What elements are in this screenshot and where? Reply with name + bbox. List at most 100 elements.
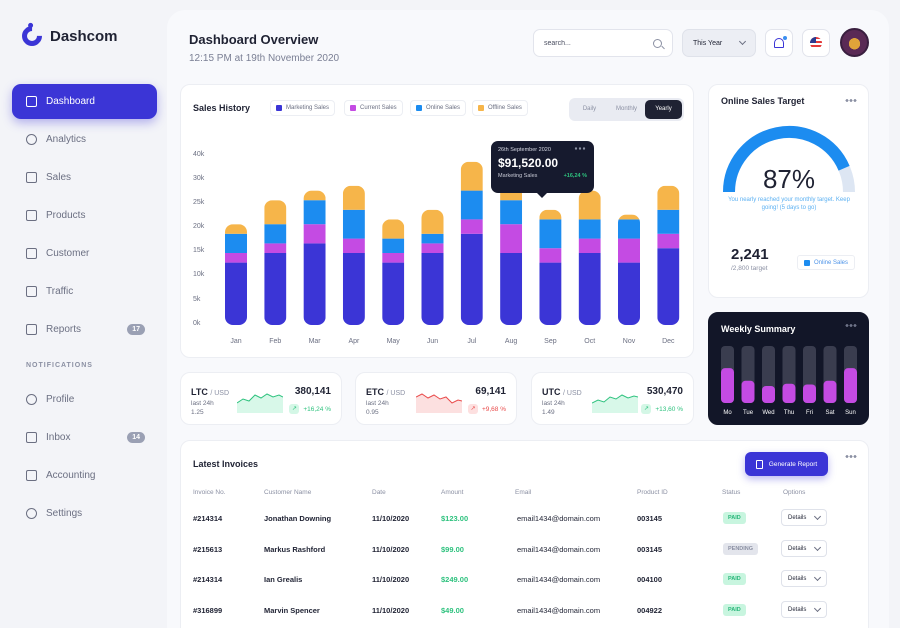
col-invoice[interactable]: Invoice No.	[193, 489, 226, 496]
sidebar-item-label: Dashboard	[46, 96, 95, 107]
more-icon[interactable]	[845, 455, 857, 458]
sidebar-item-analytics[interactable]: Analytics	[12, 122, 157, 157]
col-product[interactable]: Product ID	[637, 489, 668, 496]
latest-invoices-title: Latest Invoices	[193, 459, 259, 469]
more-icon	[574, 147, 586, 150]
weekly-day-label: Wed	[762, 410, 774, 416]
legend-label: Current Sales	[360, 105, 397, 111]
details-dropdown[interactable]: Details	[781, 540, 827, 557]
bar-stack-mar	[303, 190, 326, 325]
status-badge: PENDING	[723, 543, 759, 555]
bar-segment-offline-sales	[618, 214, 640, 220]
sales-history-title: Sales History	[193, 103, 251, 113]
details-dropdown[interactable]: Details	[781, 570, 827, 587]
period-select[interactable]: This Year	[682, 29, 756, 57]
search-box[interactable]	[533, 29, 673, 57]
bar-segment-current-sales	[382, 253, 405, 263]
range-monthly[interactable]: Monthly	[615, 106, 637, 112]
notifications-button[interactable]	[765, 29, 793, 57]
weekly-day-label: Sat	[825, 410, 834, 416]
search-input[interactable]	[544, 39, 653, 47]
sidebar-item-label: Settings	[46, 508, 83, 519]
sidebar-item-profile[interactable]: Profile	[12, 382, 157, 417]
arrow-up-icon: ↗	[467, 404, 478, 414]
avatar[interactable]	[840, 28, 869, 57]
sidebar-item-traffic[interactable]: Traffic	[12, 274, 157, 309]
range-yearly[interactable]: Yearly	[645, 100, 682, 119]
search-icon[interactable]	[653, 38, 662, 48]
bar-segment-online-sales	[618, 219, 640, 239]
bar-segment-marketing-sales	[618, 262, 640, 325]
status-badge: PAID	[723, 512, 746, 524]
crypto-value: 380,141	[294, 386, 331, 397]
tooltip-series: Marketing Sales	[498, 173, 538, 179]
chevron-down-icon	[813, 543, 822, 551]
col-email[interactable]: Email	[515, 489, 532, 496]
col-date[interactable]: Date	[372, 489, 386, 496]
status-badge: PAID	[723, 604, 746, 616]
range-daily[interactable]: Daily	[582, 106, 597, 112]
logo-icon	[17, 21, 47, 51]
crypto-change: ↗ +9,68 %	[467, 404, 506, 414]
document-icon	[755, 459, 763, 469]
y-tick-label: 5k	[193, 296, 201, 303]
crypto-change-value: +9,68 %	[481, 405, 506, 413]
col-options[interactable]: Options	[783, 489, 806, 496]
details-dropdown[interactable]: Details	[781, 601, 827, 618]
x-tick-label: Nov	[623, 338, 636, 345]
bar-segment-online-sales	[303, 200, 326, 225]
legend-swatch	[276, 105, 282, 111]
col-amount[interactable]: Amount	[441, 489, 464, 496]
sales-target-gauge	[723, 125, 855, 193]
col-customer[interactable]: Customer Name	[264, 489, 312, 496]
crypto-card-utc[interactable]: UTC / USD last 24h 1.49 530,470 ↗ +13,60…	[531, 372, 694, 425]
crypto-period: last 24h	[191, 400, 214, 407]
bar-segment-marketing-sales	[225, 262, 247, 325]
col-status[interactable]: Status	[722, 489, 741, 496]
bar-segment-online-sales	[342, 209, 365, 239]
legend-current[interactable]: Current Sales	[344, 100, 403, 116]
folder-icon	[26, 470, 37, 481]
sidebar: Dashcom Dashboard Analytics Sales Produc…	[0, 0, 168, 628]
x-tick-label: Jan	[230, 338, 241, 345]
x-tick-label: Aug	[505, 338, 518, 345]
sidebar-item-customer[interactable]: Customer	[12, 236, 157, 271]
image-icon	[26, 286, 37, 297]
weekly-day-label: Mo	[723, 410, 732, 416]
x-tick-label: May	[387, 338, 401, 345]
bar-segment-online-sales	[225, 233, 247, 253]
target-goal: /2,800 target	[731, 265, 768, 272]
crypto-card-ltc[interactable]: LTC / USD last 24h 1.25 380,141 ↗ +16,24…	[180, 372, 342, 425]
generate-report-button[interactable]: Generate Report	[745, 452, 828, 476]
invoice-amount: $99.00	[441, 545, 464, 554]
sidebar-item-inbox[interactable]: Inbox 14	[12, 420, 157, 455]
sidebar-item-dashboard[interactable]: Dashboard	[12, 84, 157, 119]
more-icon[interactable]	[845, 99, 857, 102]
legend-offline[interactable]: Offline Sales	[472, 100, 528, 116]
bar-stack-jun	[421, 209, 444, 325]
legend-online[interactable]: Online Sales	[410, 100, 467, 116]
x-tick-label: Jun	[427, 338, 438, 345]
logo[interactable]: Dashcom	[17, 21, 118, 51]
notifications-section-label: NOTIFICATIONS	[26, 362, 93, 369]
bar-segment-marketing-sales	[382, 262, 405, 325]
sidebar-item-settings[interactable]: Settings	[12, 496, 157, 531]
crypto-value: 530,470	[646, 386, 683, 397]
weekly-summary-card: Weekly Summary Mo Tue Wed Thu Fri Sat Sun	[708, 312, 869, 425]
bar-segment-current-sales	[657, 233, 680, 249]
invoice-email: email1434@domain.com	[517, 575, 601, 584]
more-icon[interactable]	[845, 324, 857, 327]
sidebar-item-accounting[interactable]: Accounting	[12, 458, 157, 493]
legend-marketing[interactable]: Marketing Sales	[270, 100, 336, 116]
crypto-card-etc[interactable]: ETC / USD last 24h 0.95 69,141 ↗ +9,68 %	[355, 372, 517, 425]
bell-icon	[774, 36, 787, 48]
page-title: Dashboard Overview	[189, 32, 319, 47]
language-button[interactable]	[802, 29, 830, 57]
details-dropdown[interactable]: Details	[781, 509, 827, 526]
sidebar-item-products[interactable]: Products	[12, 198, 157, 233]
crypto-value: 69,141	[475, 386, 506, 397]
sidebar-item-reports[interactable]: Reports 17	[12, 312, 157, 347]
bar-segment-current-sales	[539, 248, 562, 263]
sidebar-item-sales[interactable]: Sales	[12, 160, 157, 195]
bar-segment-online-sales	[264, 224, 287, 244]
